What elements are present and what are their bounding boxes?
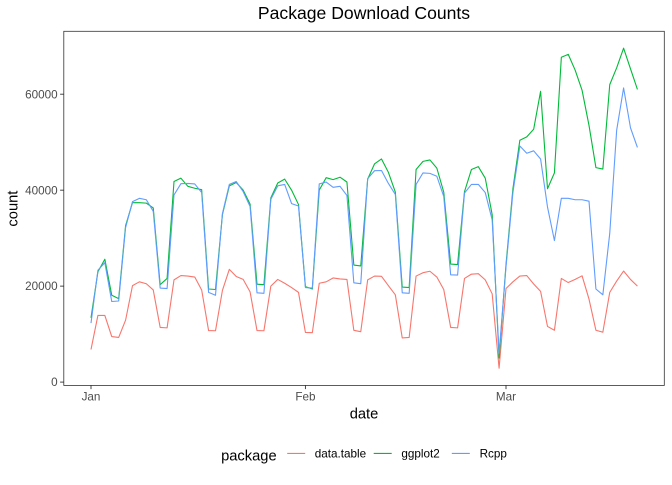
svg-text:Mar: Mar — [496, 390, 516, 403]
svg-text:40000: 40000 — [25, 184, 58, 197]
svg-text:Feb: Feb — [295, 390, 316, 403]
svg-text:Package Download Counts: Package Download Counts — [258, 3, 470, 23]
svg-text:Rcpp: Rcpp — [480, 448, 508, 461]
svg-text:Jan: Jan — [82, 390, 101, 403]
svg-text:date: date — [350, 407, 379, 423]
svg-text:ggplot2: ggplot2 — [401, 448, 439, 461]
svg-text:20000: 20000 — [25, 280, 58, 293]
svg-text:0: 0 — [51, 376, 58, 389]
svg-text:60000: 60000 — [25, 88, 58, 101]
svg-text:data.table: data.table — [315, 448, 366, 461]
svg-text:count: count — [6, 191, 22, 227]
svg-text:package: package — [221, 448, 277, 464]
